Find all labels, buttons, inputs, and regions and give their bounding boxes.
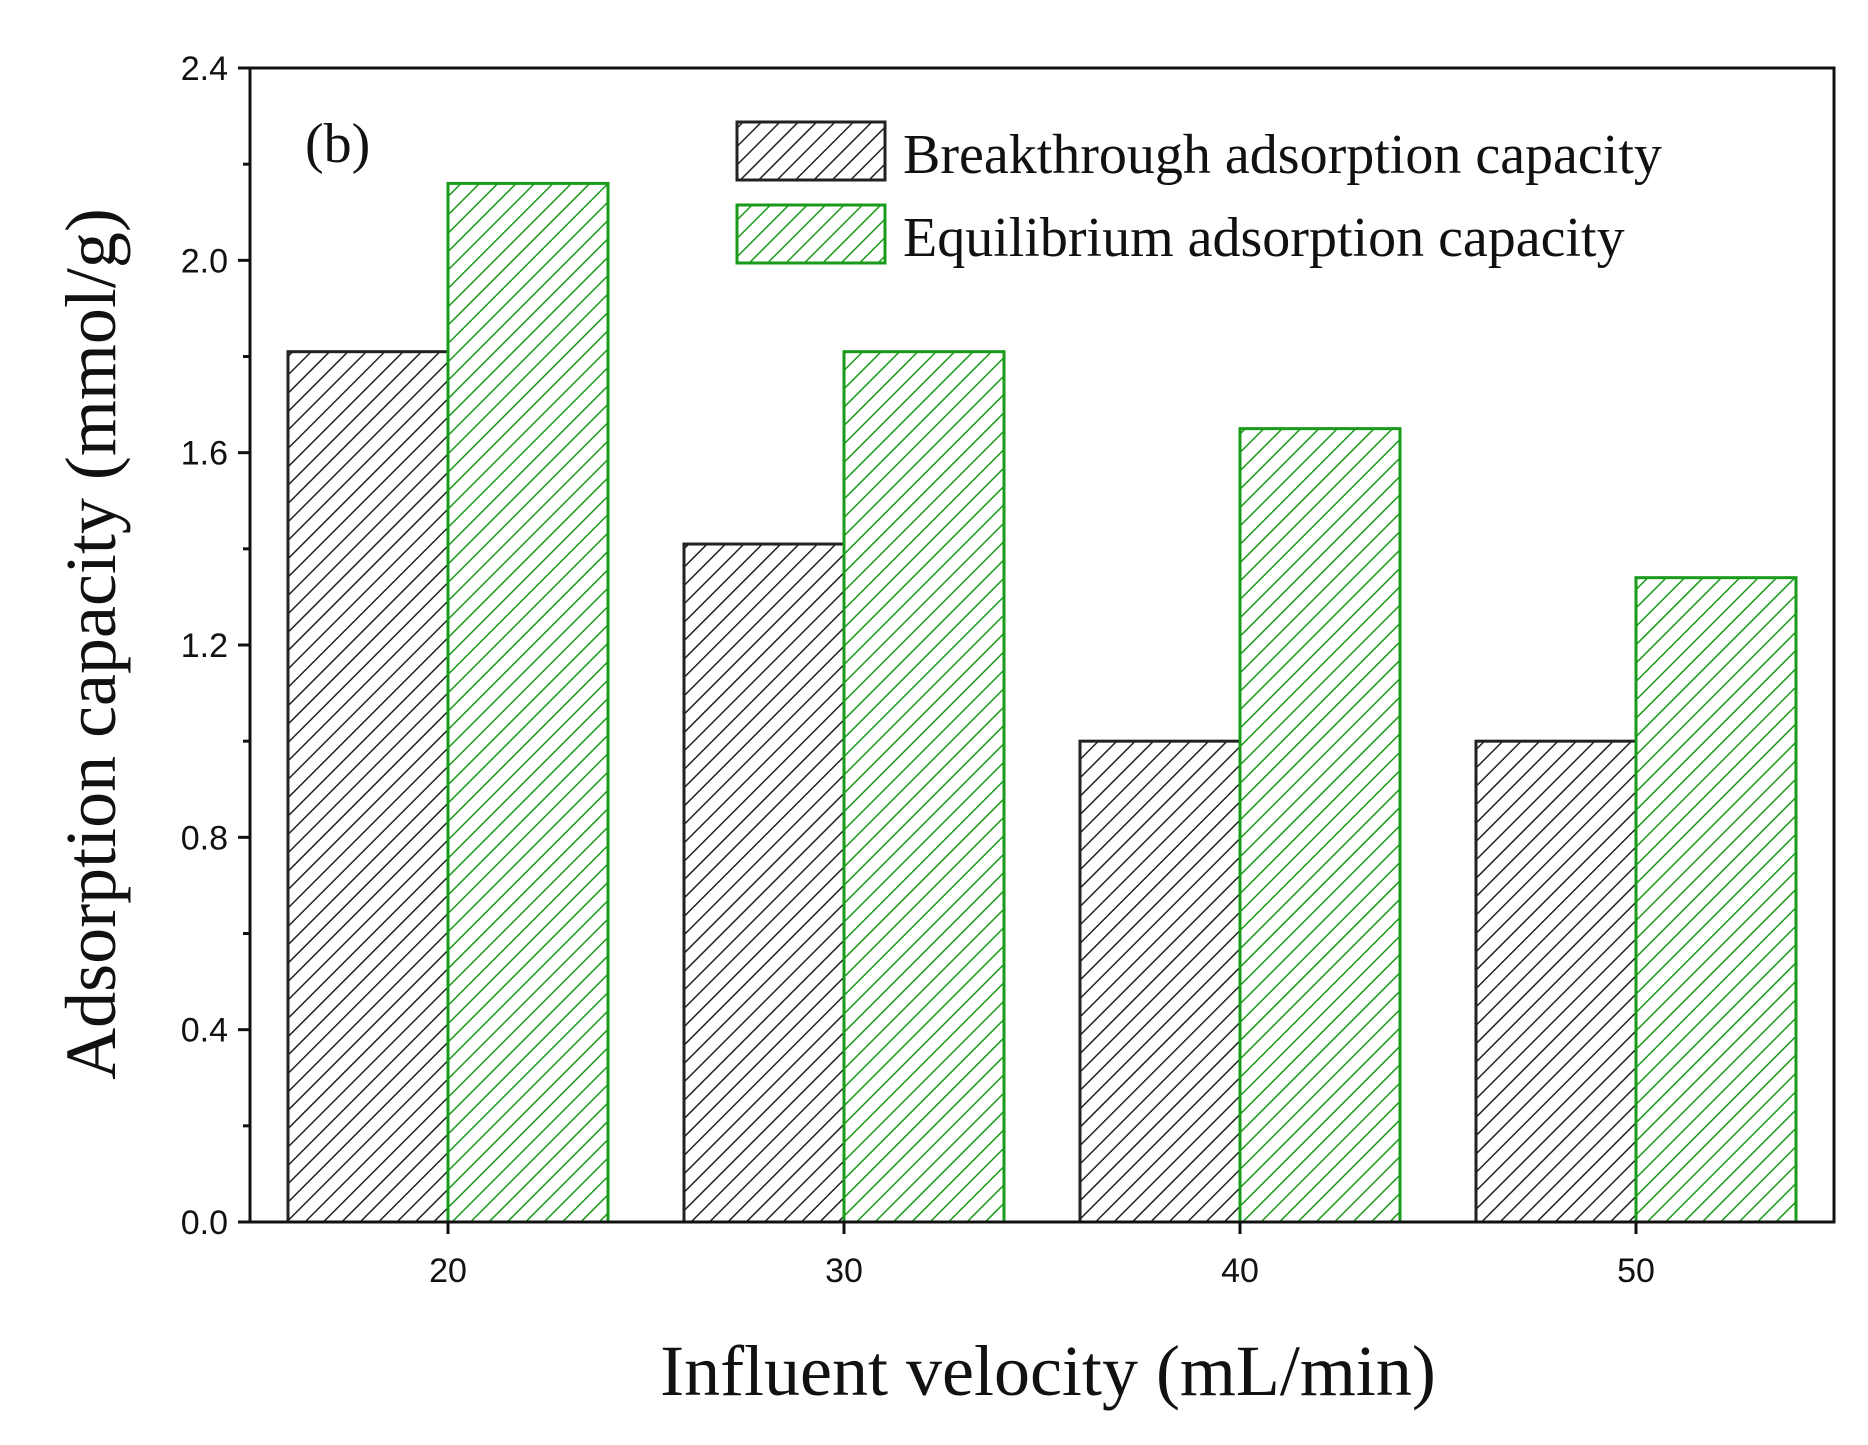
bar-equilibrium-40: [1238, 427, 1402, 1224]
legend: Breakthrough adsorption capacity Equilib…: [735, 120, 1662, 269]
ticks: 0.0 0.4 0.8 1.2 1.6 2.0 2.4 20 30 40 50: [181, 50, 1655, 1290]
bars: [286, 181, 1798, 1224]
legend-swatch-equilibrium: [735, 203, 887, 265]
legend-swatch-breakthrough: [735, 120, 887, 182]
y-tick-label: 1.2: [181, 627, 228, 665]
y-axis-title: Adsorption capacity (mmol/g): [51, 208, 131, 1080]
bar-equilibrium-50: [1634, 576, 1798, 1224]
bar-breakthrough-20: [286, 350, 450, 1224]
legend-label-breakthrough: Breakthrough adsorption capacity: [903, 124, 1662, 186]
panel-label: (b): [305, 113, 370, 175]
y-tick-label: 1.6: [181, 435, 228, 473]
x-tick-label: 20: [429, 1252, 467, 1290]
x-tick-label: 40: [1221, 1252, 1259, 1290]
bar-equilibrium-30: [842, 350, 1006, 1224]
x-tick-label: 50: [1617, 1252, 1655, 1290]
y-tick-label: 0.8: [181, 819, 228, 857]
y-tick-label: 0.4: [181, 1012, 228, 1050]
x-axis-title: Influent velocity (mL/min): [660, 1331, 1436, 1411]
bar-breakthrough-30: [682, 542, 846, 1224]
y-tick-label: 2.4: [181, 50, 228, 88]
x-tick-label: 30: [825, 1252, 863, 1290]
y-tick-label: 0.0: [181, 1204, 228, 1242]
bar-equilibrium-20: [446, 181, 610, 1224]
bar-breakthrough-50: [1474, 739, 1638, 1224]
y-tick-label: 2.0: [181, 242, 228, 280]
bar-breakthrough-40: [1078, 739, 1242, 1224]
legend-label-equilibrium: Equilibrium adsorption capacity: [903, 207, 1625, 269]
